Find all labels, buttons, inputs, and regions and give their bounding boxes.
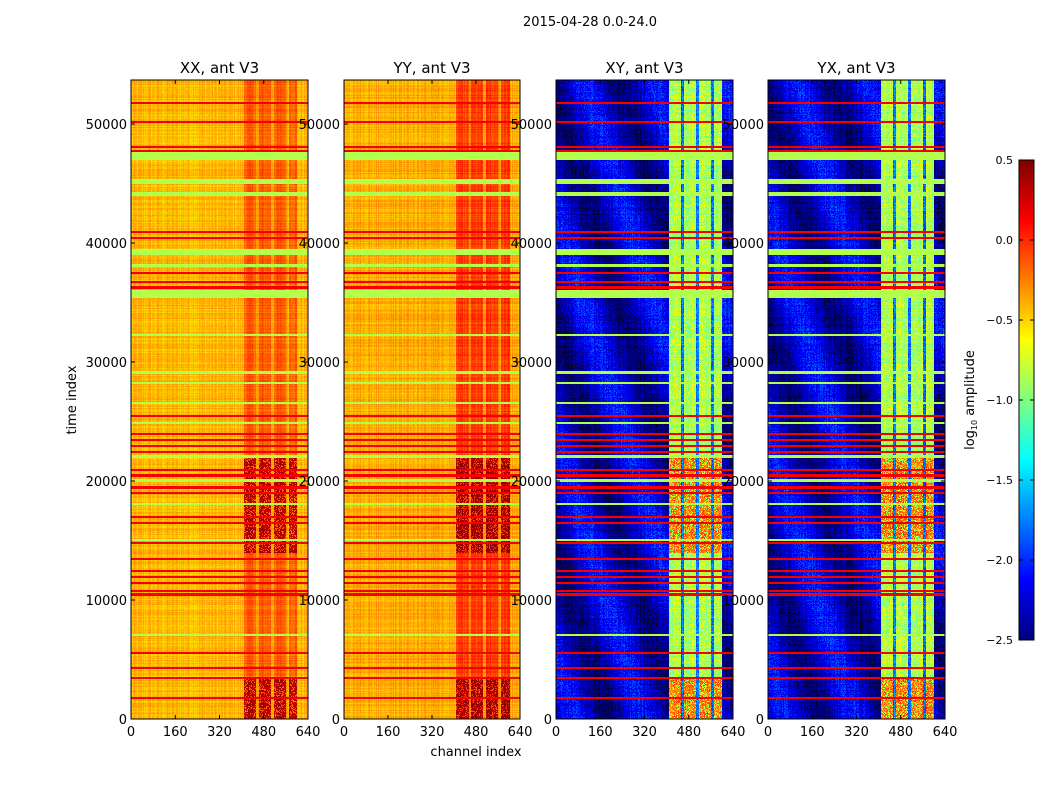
y-tick-label: 20000 <box>299 475 340 490</box>
y-tick-label: 40000 <box>723 237 764 252</box>
y-tick-label: 30000 <box>299 356 340 371</box>
colorbar-tick-label: −0.5 <box>986 314 1013 327</box>
panel-title: XX, ant V3 <box>180 59 259 77</box>
y-tick-label: 50000 <box>723 118 764 133</box>
figure-title: 2015-04-28 0.0-24.0 <box>523 15 657 30</box>
heatmap-xy <box>556 80 733 719</box>
y-tick-label: 10000 <box>299 594 340 609</box>
y-tick-label: 10000 <box>86 594 127 609</box>
y-tick-label: 10000 <box>723 594 764 609</box>
panel-title: YX, ant V3 <box>816 59 895 77</box>
x-tick-label: 480 <box>888 725 913 740</box>
x-tick-label: 640 <box>721 725 746 740</box>
x-tick-label: 320 <box>844 725 869 740</box>
y-tick-label: 0 <box>119 713 127 728</box>
panel-title: XY, ant V3 <box>605 59 683 77</box>
x-tick-label: 0 <box>552 725 560 740</box>
y-tick-label: 50000 <box>511 118 552 133</box>
x-tick-label: 0 <box>127 725 135 740</box>
x-tick-label: 0 <box>340 725 348 740</box>
y-tick-label: 20000 <box>86 475 127 490</box>
y-tick-label: 20000 <box>511 475 552 490</box>
heatmap-xx <box>131 80 308 719</box>
x-tick-label: 480 <box>676 725 701 740</box>
panel-frame <box>343 79 521 720</box>
colorbar-tick-label: 0.5 <box>996 154 1014 167</box>
x-axis-label: channel index <box>430 745 521 760</box>
x-tick-label: 640 <box>933 725 958 740</box>
y-tick-label: 0 <box>544 713 552 728</box>
y-axis-label: time index <box>65 365 80 434</box>
y-tick-label: 20000 <box>723 475 764 490</box>
x-tick-label: 320 <box>632 725 657 740</box>
y-tick-label: 40000 <box>86 237 127 252</box>
colorbar-tick-label: −1.0 <box>986 394 1013 407</box>
heatmap-yx <box>768 80 945 719</box>
x-tick-label: 160 <box>800 725 825 740</box>
x-tick-label: 640 <box>296 725 321 740</box>
x-tick-label: 320 <box>207 725 232 740</box>
x-tick-label: 320 <box>420 725 445 740</box>
x-tick-label: 0 <box>764 725 772 740</box>
colorbar-tick-label: 0.0 <box>996 234 1014 247</box>
colorbar-label: log10 amplitude <box>963 350 979 450</box>
colorbar-tick-label: −2.0 <box>986 554 1013 567</box>
y-tick-label: 0 <box>756 713 764 728</box>
y-tick-label: 50000 <box>299 118 340 133</box>
panel-frame <box>767 79 946 720</box>
y-tick-label: 30000 <box>723 356 764 371</box>
x-tick-label: 160 <box>163 725 188 740</box>
y-tick-label: 0 <box>332 713 340 728</box>
x-tick-label: 160 <box>588 725 613 740</box>
panel-title: YY, ant V3 <box>392 59 470 77</box>
y-tick-label: 40000 <box>511 237 552 252</box>
panel-frame <box>555 79 734 720</box>
colorbar-tick-label: −1.5 <box>986 474 1013 487</box>
y-tick-label: 40000 <box>299 237 340 252</box>
colorbar-tick-label: −2.5 <box>986 634 1013 647</box>
y-tick-label: 30000 <box>86 356 127 371</box>
y-tick-label: 10000 <box>511 594 552 609</box>
x-tick-label: 480 <box>251 725 276 740</box>
panel-frame <box>130 79 309 720</box>
x-tick-label: 480 <box>464 725 489 740</box>
heatmap-yy <box>344 80 520 719</box>
x-tick-label: 640 <box>508 725 533 740</box>
colorbar-gradient <box>1019 160 1034 640</box>
y-tick-label: 50000 <box>86 118 127 133</box>
x-tick-label: 160 <box>376 725 401 740</box>
y-tick-label: 30000 <box>511 356 552 371</box>
